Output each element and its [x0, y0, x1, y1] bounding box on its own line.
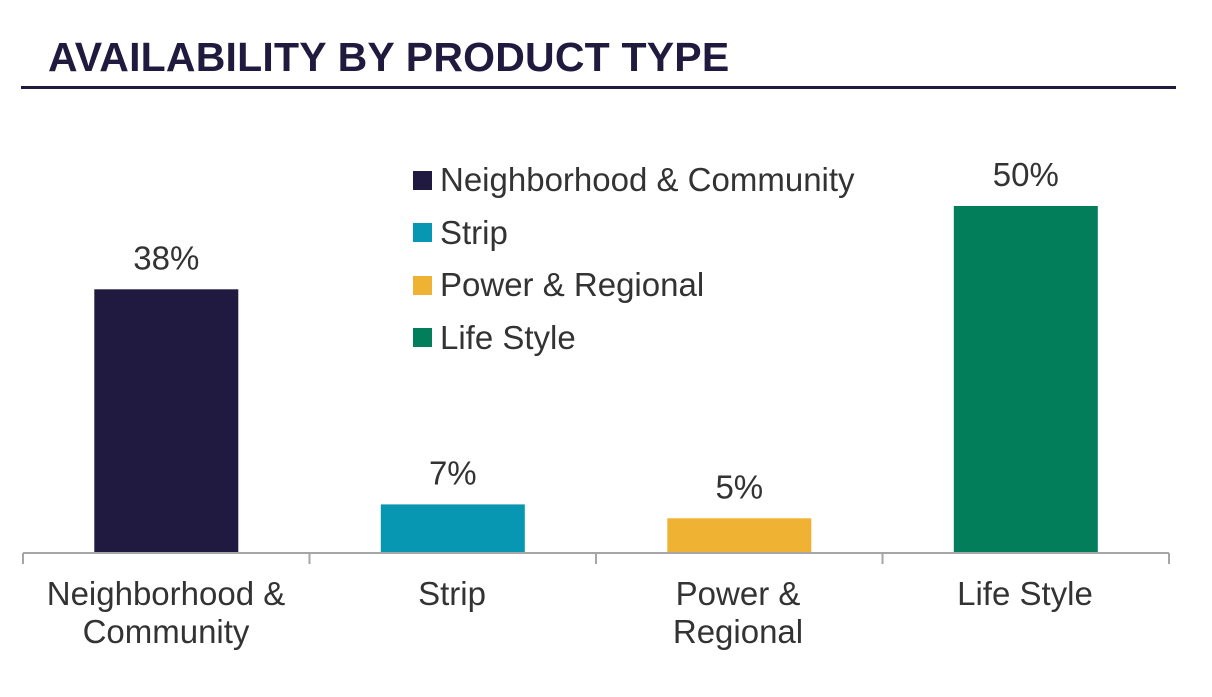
chart-title: AVAILABILITY BY PRODUCT TYPE: [48, 34, 730, 80]
legend-item-neighborhood-community: Neighborhood & Community: [413, 154, 855, 207]
bar-3: [667, 518, 812, 553]
x-tick-label-power-regional: Power & Regional: [672, 575, 804, 650]
x-tick-label-neighborhood-community: Neighborhood & Community: [46, 575, 286, 650]
data-label: 5%: [715, 468, 763, 505]
legend-label: Neighborhood & Community: [440, 161, 855, 199]
bar-4: [953, 206, 1098, 553]
legend-item-power-regional: Power & Regional: [413, 259, 855, 312]
legend-label: Life Style: [440, 318, 576, 356]
legend-swatch: [413, 328, 432, 348]
bar-1: [94, 289, 239, 553]
data-label: 7%: [429, 454, 477, 491]
x-tick-label-strip: Strip: [418, 575, 486, 612]
x-tick-label-life-style: Life Style: [957, 575, 1093, 612]
data-label: 38%: [133, 239, 199, 276]
title-underline: [21, 86, 1176, 89]
legend-swatch: [413, 170, 432, 190]
legend-item-life-style: Life Style: [413, 312, 855, 365]
data-label: 50%: [993, 156, 1059, 193]
legend-label: Strip: [440, 213, 508, 251]
legend-item-strip: Strip: [413, 207, 855, 260]
legend-swatch: [413, 223, 432, 243]
legend: Neighborhood & Community Strip Power & R…: [413, 154, 855, 364]
legend-swatch: [413, 275, 432, 295]
bar-2: [380, 504, 525, 553]
legend-label: Power & Regional: [440, 266, 705, 304]
